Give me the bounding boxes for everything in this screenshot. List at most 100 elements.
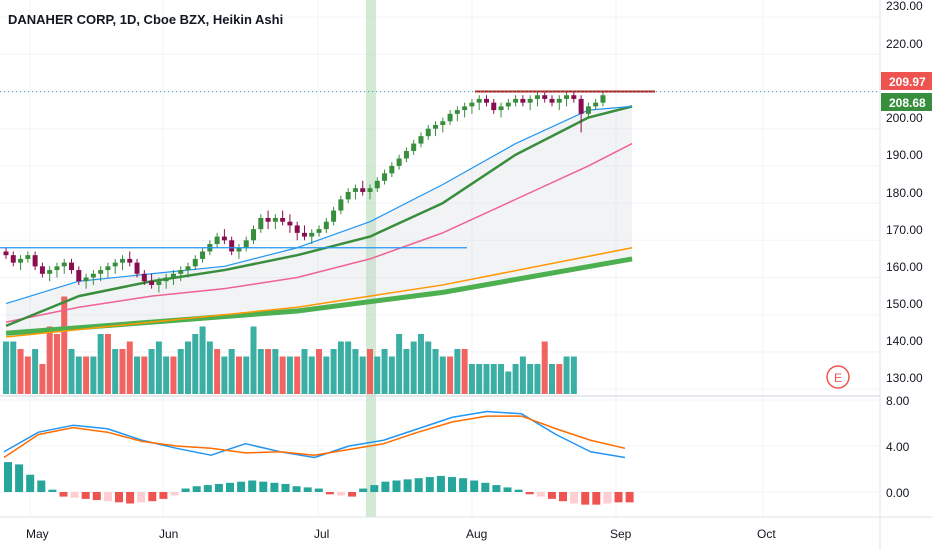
macd-tick: 0.00 xyxy=(886,486,910,500)
volume-bar xyxy=(221,356,228,394)
macd-histogram-bar xyxy=(525,492,534,495)
candle-body xyxy=(396,158,402,166)
last-price-badge-bg xyxy=(881,72,932,90)
macd-histogram-bar xyxy=(536,492,545,497)
candle-body xyxy=(556,98,562,103)
candle-body xyxy=(119,258,125,263)
ema-price-value: 208.68 xyxy=(889,96,926,110)
macd-histogram-bar xyxy=(625,492,634,503)
volume-bar xyxy=(563,356,570,394)
candle-body xyxy=(382,173,388,181)
volume-bar xyxy=(112,349,119,394)
ema-long-line xyxy=(5,247,633,338)
volume-bar xyxy=(17,349,24,394)
time-axis-labels[interactable]: May Jun Jul Aug Sep Oct xyxy=(26,527,776,541)
macd-histogram-bar xyxy=(192,486,201,492)
candle-body xyxy=(418,136,424,144)
ema-fast-line xyxy=(5,105,633,305)
macd-histogram-bar xyxy=(514,489,523,492)
macd-line xyxy=(3,410,626,459)
volume-bar xyxy=(468,364,475,394)
volume-bar xyxy=(476,364,483,394)
candle-body xyxy=(192,258,198,267)
macd-axis-labels[interactable]: 8.00 4.00 0.00 xyxy=(886,394,910,500)
volume-bar xyxy=(228,349,235,394)
volume-bar xyxy=(549,364,555,394)
candle-body xyxy=(105,266,111,271)
volume-bar xyxy=(534,364,541,394)
candle-body xyxy=(170,273,176,278)
candle-body xyxy=(425,128,431,137)
macd-histogram-bar xyxy=(436,475,445,492)
last-price-value: 209.97 xyxy=(889,75,926,89)
candle-body xyxy=(243,240,249,248)
moving-average-lines xyxy=(5,105,633,338)
heikin-ashi-candles[interactable] xyxy=(3,91,606,293)
volume-bar xyxy=(541,341,548,394)
ema-slow-line xyxy=(5,142,633,323)
candle-body xyxy=(251,229,257,241)
volume-bar xyxy=(316,349,323,394)
volume-bar xyxy=(46,326,53,394)
volume-bar xyxy=(39,364,46,394)
volume-bar xyxy=(425,341,432,394)
volume-bar xyxy=(53,334,60,394)
candle-body xyxy=(98,270,104,274)
macd-histogram-bar xyxy=(359,488,368,492)
candle-body xyxy=(54,266,60,271)
volume-bar xyxy=(119,349,126,394)
macd-histogram-bar xyxy=(392,480,401,492)
price-tick: 180.00 xyxy=(886,186,923,200)
volume-bar xyxy=(519,356,526,394)
candle-body xyxy=(236,247,242,252)
macd-histogram-bar xyxy=(448,477,456,492)
volume-bar xyxy=(177,349,184,394)
macd-histogram-bar xyxy=(603,492,612,504)
macd-histogram-bar xyxy=(325,492,334,495)
candle-body xyxy=(258,217,264,230)
candle-body xyxy=(185,266,191,271)
price-axis-labels[interactable]: 230.00 220.00 200.00 190.00 180.00 170.0… xyxy=(886,0,923,385)
candle-body xyxy=(221,236,227,241)
earnings-marker[interactable]: E xyxy=(826,365,850,389)
volume-bar xyxy=(381,349,388,394)
volume-bar xyxy=(388,356,395,394)
volume-bar xyxy=(286,356,293,394)
volume-bar xyxy=(104,334,111,394)
macd-histogram-bar xyxy=(159,492,168,499)
candle-body xyxy=(90,273,96,278)
time-label-may: May xyxy=(26,527,49,541)
price-overlays xyxy=(0,90,880,249)
candle-body xyxy=(32,255,38,267)
macd-histogram-bar xyxy=(214,483,223,492)
candle-body xyxy=(47,270,53,274)
candle-body xyxy=(338,199,344,211)
candle-body xyxy=(156,281,162,285)
candle-body xyxy=(367,188,373,192)
volume-bar xyxy=(454,349,461,394)
macd-histogram-bar xyxy=(81,492,90,499)
candle-body xyxy=(134,262,140,274)
volume-bar xyxy=(192,334,199,394)
candle-body xyxy=(272,217,278,222)
candle-body xyxy=(141,273,147,282)
volume-bar xyxy=(447,356,454,394)
macd-tick: 8.00 xyxy=(886,394,910,408)
volume-bar xyxy=(134,356,141,394)
macd-histogram-bar xyxy=(248,480,257,492)
volume-bar xyxy=(512,364,519,394)
earnings-circle[interactable] xyxy=(826,365,850,389)
ema-price-badge: 208.68 xyxy=(881,93,932,111)
price-tick: 220.00 xyxy=(886,37,923,51)
earnings-label: E xyxy=(834,371,842,385)
macd-tick: 4.00 xyxy=(886,440,910,454)
volume-bar xyxy=(439,356,446,394)
volume-bar xyxy=(374,356,381,394)
price-tick: 140.00 xyxy=(886,334,923,348)
candle-body xyxy=(600,95,606,103)
candle-body xyxy=(112,262,118,267)
volume-bar xyxy=(345,341,352,394)
